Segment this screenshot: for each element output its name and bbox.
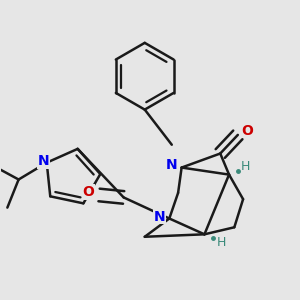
Text: N: N <box>38 154 49 168</box>
Text: H: H <box>241 160 250 173</box>
Text: O: O <box>82 185 94 199</box>
Text: O: O <box>242 124 254 138</box>
Text: H: H <box>217 236 226 248</box>
Text: N: N <box>166 158 178 172</box>
Text: N: N <box>154 210 165 224</box>
